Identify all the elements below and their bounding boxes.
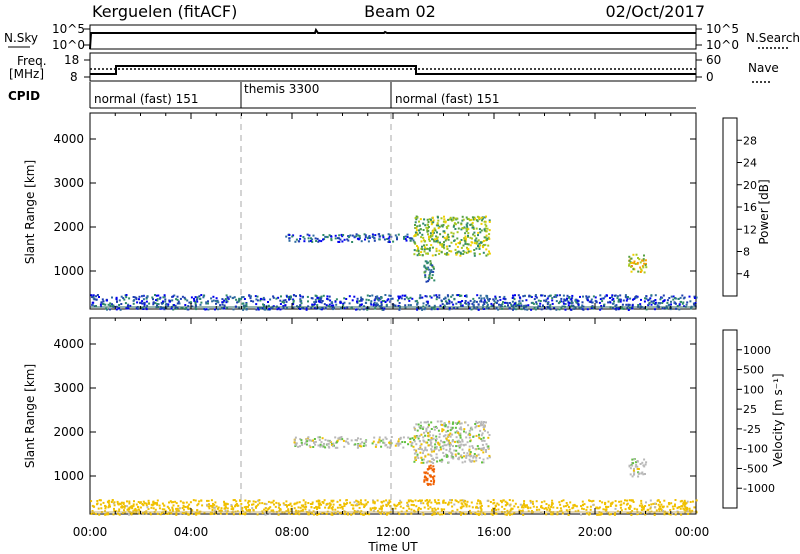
power-ylabel: Slant Range [km] [23,160,37,264]
freq-strip: 18 8 60 0 Freq. [MHz] Nave [9,52,779,84]
xtick-2400: 00:00 [675,525,710,539]
power-data-layer [90,215,698,311]
cpid-segment-1: normal (fast) 151 [94,92,198,106]
colorbar-tick-label: -1000 [743,482,775,495]
velocity-feature-2 [413,420,491,465]
power-y-ticks: 1000 2000 3000 4000 [53,132,696,278]
nsky-trace [89,27,696,50]
velocity-feature-0 [90,499,698,516]
velocity-panel: 1000 2000 3000 4000 Slant Range [km] [23,317,698,516]
x-tick-labels: 00:00 04:00 08:00 12:00 16:00 20:00 00:0… [73,525,710,539]
nave-label: Nave [748,61,779,75]
velocity-ytick-2000: 2000 [53,425,84,439]
freq-trace [90,65,696,75]
velocity-data-layer [90,420,698,516]
velocity-feature-4 [628,458,648,478]
power-ytick-2000: 2000 [53,220,84,234]
xtick-0000: 00:00 [73,525,108,539]
power-ytick-1000: 1000 [53,264,84,278]
cpid-segment-2: themis 3300 [244,82,319,96]
colorbar-tick-label: 16 [743,201,757,214]
date-title: 02/Oct/2017 [605,2,705,21]
colorbar-tick-label: -100 [743,443,768,456]
power-colorbar: 4 8 12 16 20 24 28 Power [dB] [722,117,771,297]
xtick-2000: 20:00 [578,525,613,539]
colorbar-tick-label: 12 [743,223,757,236]
power-feature-4 [628,253,648,274]
power-feature-3 [423,260,436,283]
velocity-ylabel: Slant Range [km] [23,364,37,468]
xtick-1600: 16:00 [477,525,512,539]
power-panel: 1000 2000 3000 4000 Slant Range [km] [23,112,698,311]
freq-tick-low: 8 [70,70,78,84]
x-axis-label: Time UT [367,540,418,554]
freq-label: Freq. [17,54,47,68]
colorbar-tick-label: 500 [743,364,764,377]
nave-tick-high: 60 [706,53,721,67]
velocity-y-ticks: 1000 2000 3000 4000 [53,337,696,483]
cpid-label: CPID [8,89,40,103]
nave-tick-low: 0 [706,70,714,84]
power-ytick-4000: 4000 [53,132,84,146]
velocity-ytick-3000: 3000 [53,381,84,395]
colorbar-tick-label: 8 [743,246,750,259]
cpid-segment-3: normal (fast) 151 [395,92,499,106]
power-feature-0 [90,294,698,311]
power-feature-1 [285,233,415,243]
colorbar-tick-label: 100 [743,383,764,396]
power-feature-2 [413,215,491,257]
power-ytick-3000: 3000 [53,176,84,190]
nsearch-label: N.Search [746,31,800,45]
colorbar-tick-label: 25 [743,403,757,416]
velocity-ytick-1000: 1000 [53,469,84,483]
cpid-strip: CPID normal (fast) 151 themis 3300 norma… [8,82,696,109]
velocity-feature-3 [423,464,436,486]
freq-unit-label: [MHz] [9,67,44,81]
colorbar-tick-label: 4 [743,268,750,281]
colorbar-tick-label: -500 [743,462,768,475]
nsky-tick-high: 10^5 [52,22,85,36]
nsky-strip: 10^5 10^0 10^5 10^0 N.Sky N.Search [4,22,800,52]
nsearch-tick-low: 10^0 [706,38,739,52]
velocity-colorbar: 1000 500 100 25 -25 -100 -500 -1000 Velocity [m… [722,329,785,509]
colorbar-tick-label: 20 [743,179,757,192]
colorbar-tick-label: -25 [743,423,761,436]
freq-tick-high: 18 [64,53,79,67]
velocity-colorbar-label: Velocity [m s⁻¹] [771,373,785,466]
xtick-0800: 08:00 [275,525,310,539]
beam-title: Beam 02 [364,2,436,21]
station-title: Kerguelen (fitACF) [92,2,237,21]
nsky-tick-low: 10^0 [52,38,85,52]
colorbar-tick-label: 1000 [743,344,771,357]
velocity-feature-1 [293,436,416,449]
xtick-1200: 12:00 [376,525,411,539]
nsky-label: N.Sky [4,31,38,45]
nsearch-tick-high: 10^5 [706,22,739,36]
colorbar-tick-label: 24 [743,157,757,170]
velocity-x-ticks [89,318,697,514]
xtick-0400: 04:00 [174,525,209,539]
power-x-ticks [89,113,697,309]
colorbar-tick-label: 28 [743,134,757,147]
velocity-ytick-4000: 4000 [53,337,84,351]
power-colorbar-label: Power [dB] [757,179,771,244]
